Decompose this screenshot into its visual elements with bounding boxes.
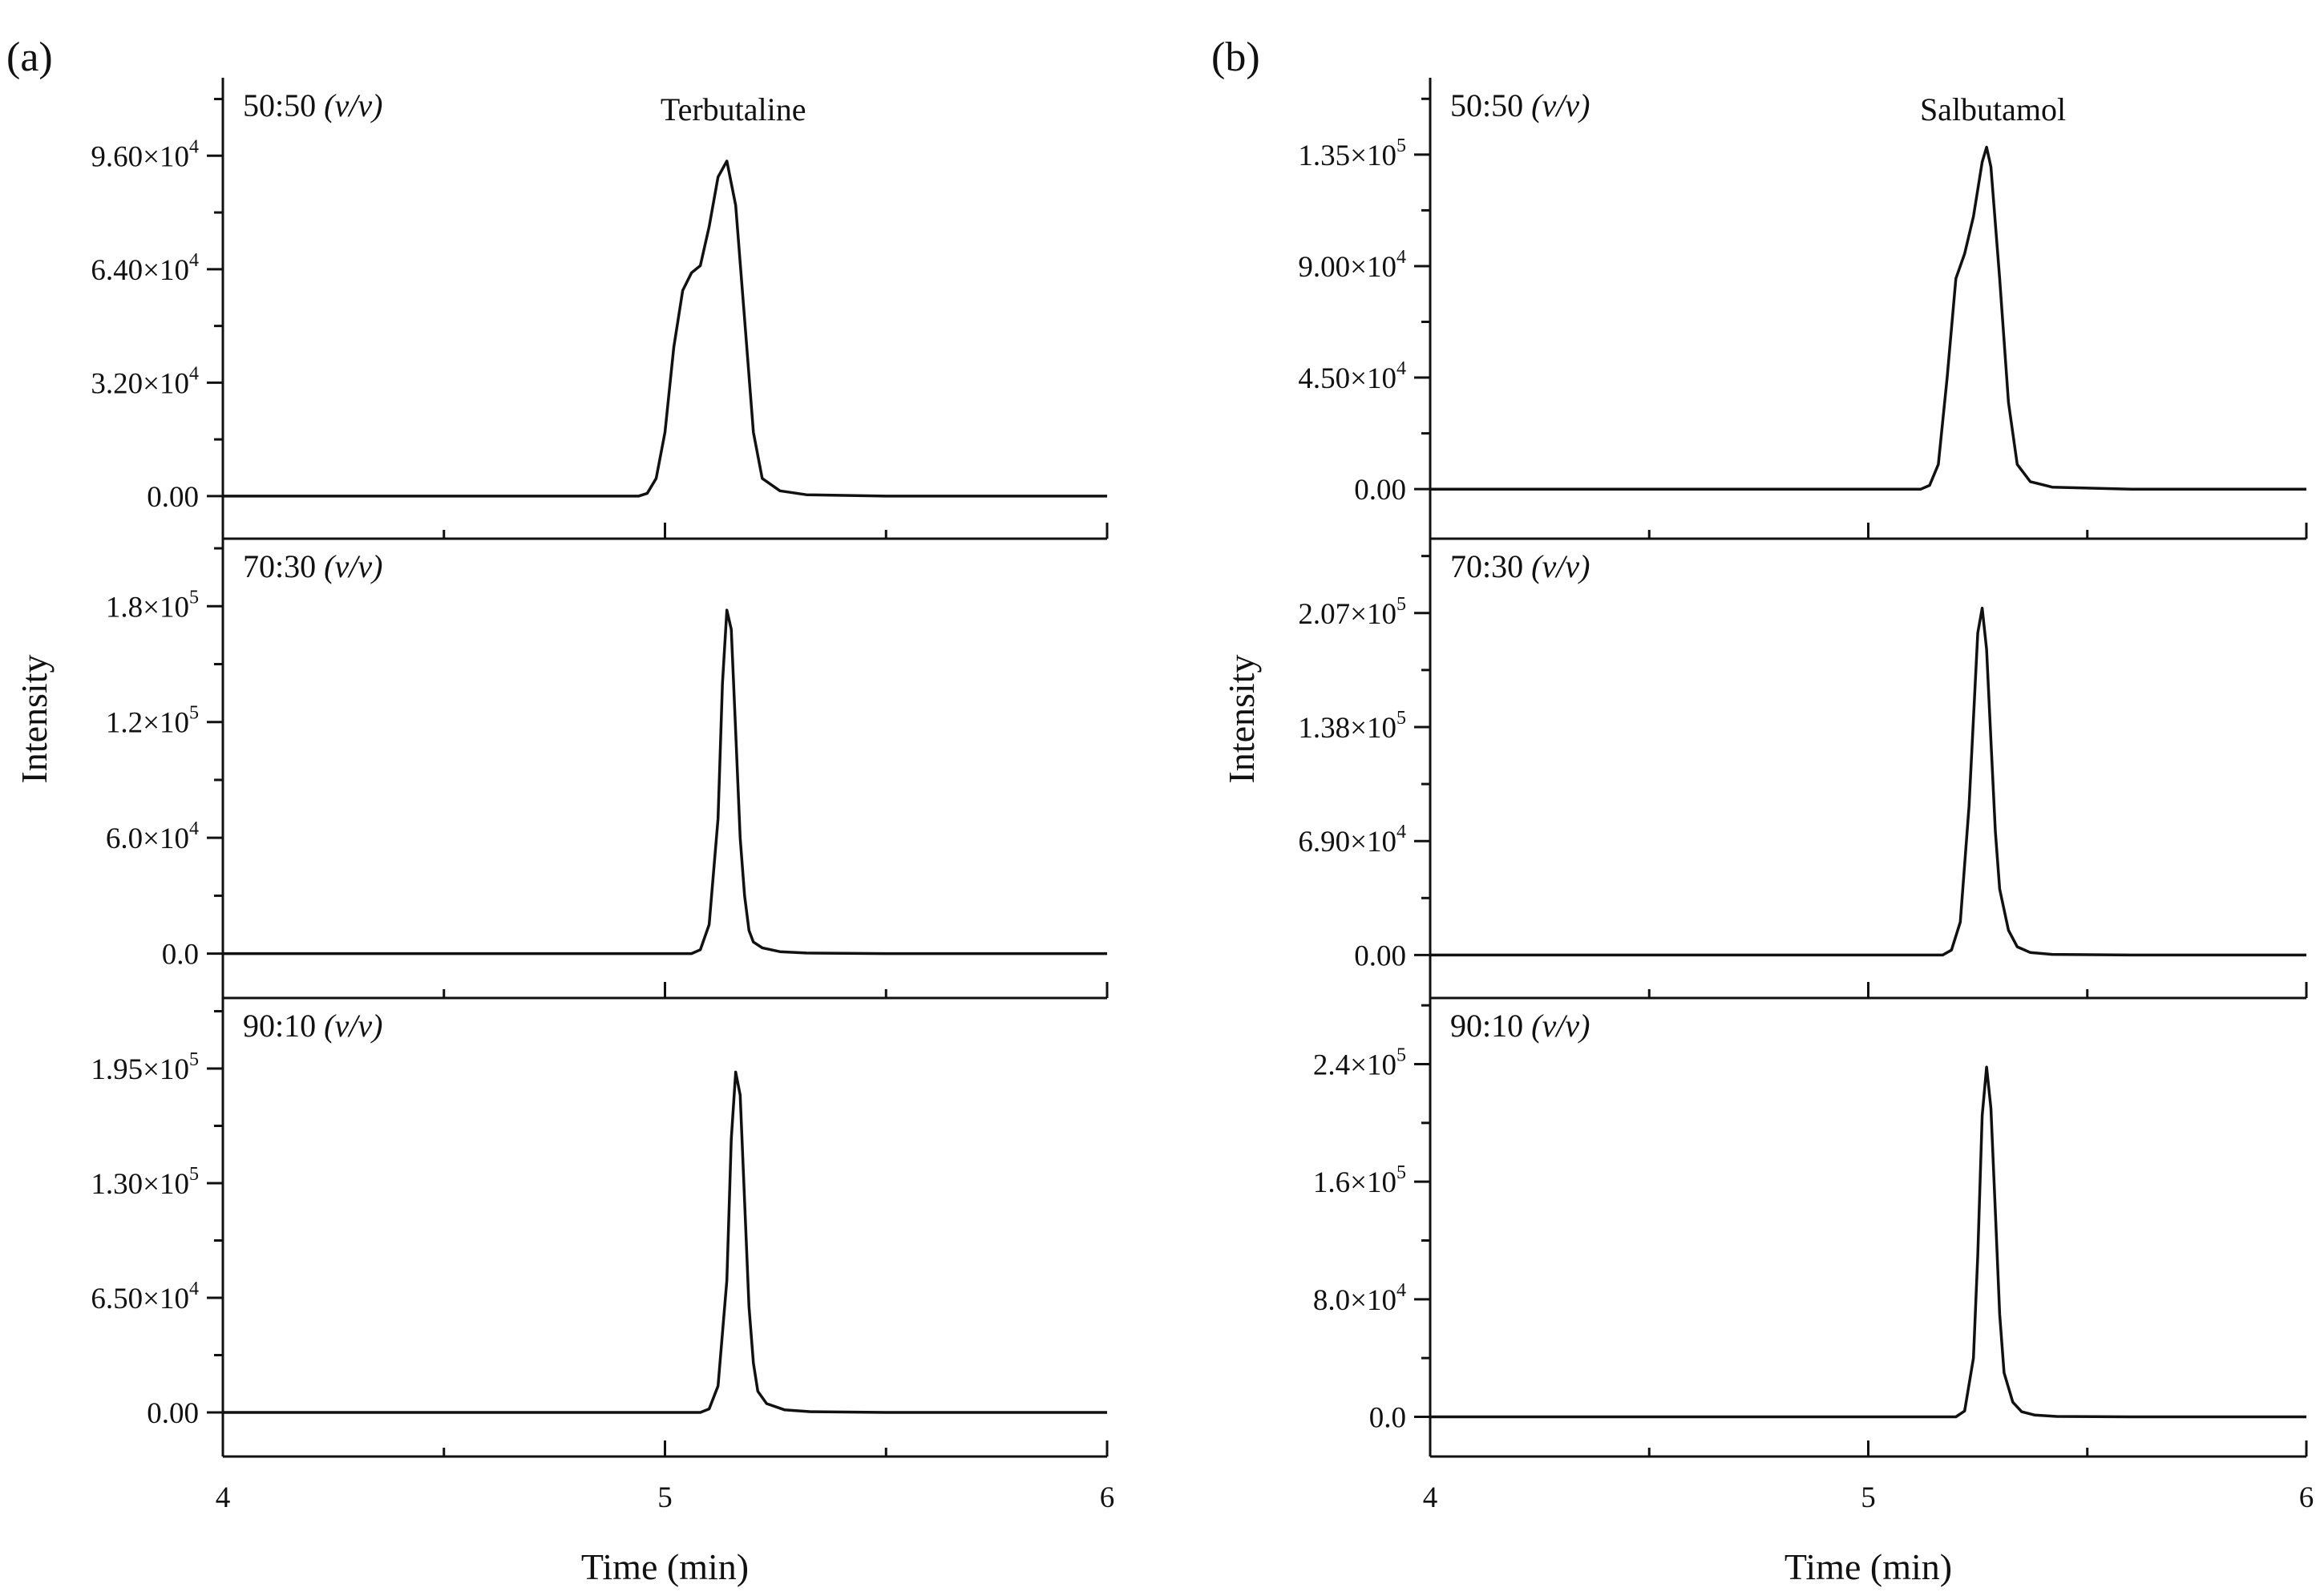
chromatogram-trace bbox=[1430, 1065, 2306, 1419]
y-tick-label: 3.20×104 bbox=[91, 363, 199, 400]
compound-label: Salbutamol bbox=[1920, 91, 2066, 127]
y-tick-label: 2.07×105 bbox=[1298, 594, 1406, 631]
x-tick-label: 6 bbox=[2299, 1481, 2314, 1514]
y-tick-label: 9.60×104 bbox=[91, 136, 199, 173]
subplot-90-10: 0.00 6.50×104 1.30×105 1.95×105 90:10 (v/v) bbox=[91, 1008, 1109, 1458]
y-tick-label: 0.00 bbox=[147, 1397, 199, 1430]
chromatogram-trace bbox=[1430, 145, 2306, 491]
y-tick-label: 1.38×105 bbox=[1298, 708, 1406, 745]
x-tick-label: 5 bbox=[657, 1481, 673, 1514]
condition-label: 50:50 (v/v) bbox=[243, 87, 382, 123]
y-tick-label: 4.50×104 bbox=[1298, 358, 1406, 395]
y-tick-label: 6.0×104 bbox=[106, 818, 199, 855]
y-tick-label: 6.50×104 bbox=[91, 1279, 199, 1315]
x-axis-title: Time (min) bbox=[581, 1546, 749, 1587]
x-tick-label: 4 bbox=[1423, 1481, 1438, 1514]
y-tick-label: 2.4×105 bbox=[1313, 1045, 1406, 1082]
panel-label: (a) bbox=[6, 34, 53, 80]
y-axis-title: Intensity bbox=[1221, 655, 1262, 784]
chromatogram-trace bbox=[223, 608, 1107, 956]
y-tick-label: 1.30×105 bbox=[91, 1164, 199, 1201]
condition-label: 50:50 (v/v) bbox=[1450, 87, 1590, 123]
x-tick-label: 5 bbox=[1861, 1481, 1876, 1514]
condition-label: 70:30 (v/v) bbox=[243, 548, 382, 584]
subplot-50-50: 0.00 3.20×104 6.40×104 9.60×104 50:50 (v/v) T… bbox=[91, 87, 1109, 540]
y-tick-label: 1.8×105 bbox=[106, 587, 199, 624]
panel-b: (b) Intensity Time (min) 0.00 4.50×104 9.00×1… bbox=[1211, 34, 2314, 1587]
compound-label: Terbutaline bbox=[661, 91, 806, 127]
y-tick-label: 1.35×105 bbox=[1298, 135, 1406, 172]
condition-label: 90:10 (v/v) bbox=[1450, 1008, 1590, 1044]
y-tick-label: 1.2×105 bbox=[106, 703, 199, 740]
y-tick-label: 0.00 bbox=[1354, 939, 1406, 972]
y-tick-label: 9.00×104 bbox=[1298, 247, 1406, 284]
chromatogram-trace bbox=[223, 160, 1107, 498]
y-tick-label: 1.6×105 bbox=[1313, 1162, 1406, 1199]
y-tick-label: 0.00 bbox=[147, 481, 199, 514]
panel-a: (a) Intensity Time (min) 0.00 3.20×104 6.40×1… bbox=[6, 34, 1114, 1587]
y-tick-label: 0.0 bbox=[162, 939, 199, 972]
chromatogram-trace bbox=[1430, 606, 2306, 957]
chromatogram-trace bbox=[223, 1070, 1107, 1414]
y-tick-label: 6.40×104 bbox=[91, 250, 199, 287]
y-axis-title: Intensity bbox=[14, 655, 55, 784]
subplot-70-30: 0.0 6.0×104 1.2×105 1.8×105 70:30 (v/v) bbox=[106, 547, 1109, 1000]
condition-label: 90:10 (v/v) bbox=[243, 1008, 382, 1044]
panel-label: (b) bbox=[1211, 34, 1260, 80]
y-tick-label: 0.0 bbox=[1369, 1402, 1406, 1435]
y-tick-label: 0.00 bbox=[1354, 474, 1406, 507]
subplot-50-50: 0.00 4.50×104 9.00×104 1.35×105 50:50 (v/v) S… bbox=[1298, 87, 2308, 540]
x-tick-label: 6 bbox=[1100, 1481, 1115, 1514]
condition-label: 70:30 (v/v) bbox=[1450, 548, 1590, 584]
subplot-90-10: 0.0 8.0×104 1.6×105 2.4×105 90:10 (v/v) bbox=[1313, 1004, 2308, 1458]
x-tick-label: 4 bbox=[216, 1481, 231, 1514]
y-tick-label: 8.0×104 bbox=[1313, 1280, 1406, 1317]
subplot-70-30: 0.00 6.90×104 1.38×105 2.07×105 70:30 (v/v) bbox=[1298, 548, 2308, 1000]
y-tick-label: 1.95×105 bbox=[91, 1049, 199, 1086]
x-axis-title: Time (min) bbox=[1784, 1546, 1952, 1587]
y-tick-label: 6.90×104 bbox=[1298, 822, 1406, 859]
